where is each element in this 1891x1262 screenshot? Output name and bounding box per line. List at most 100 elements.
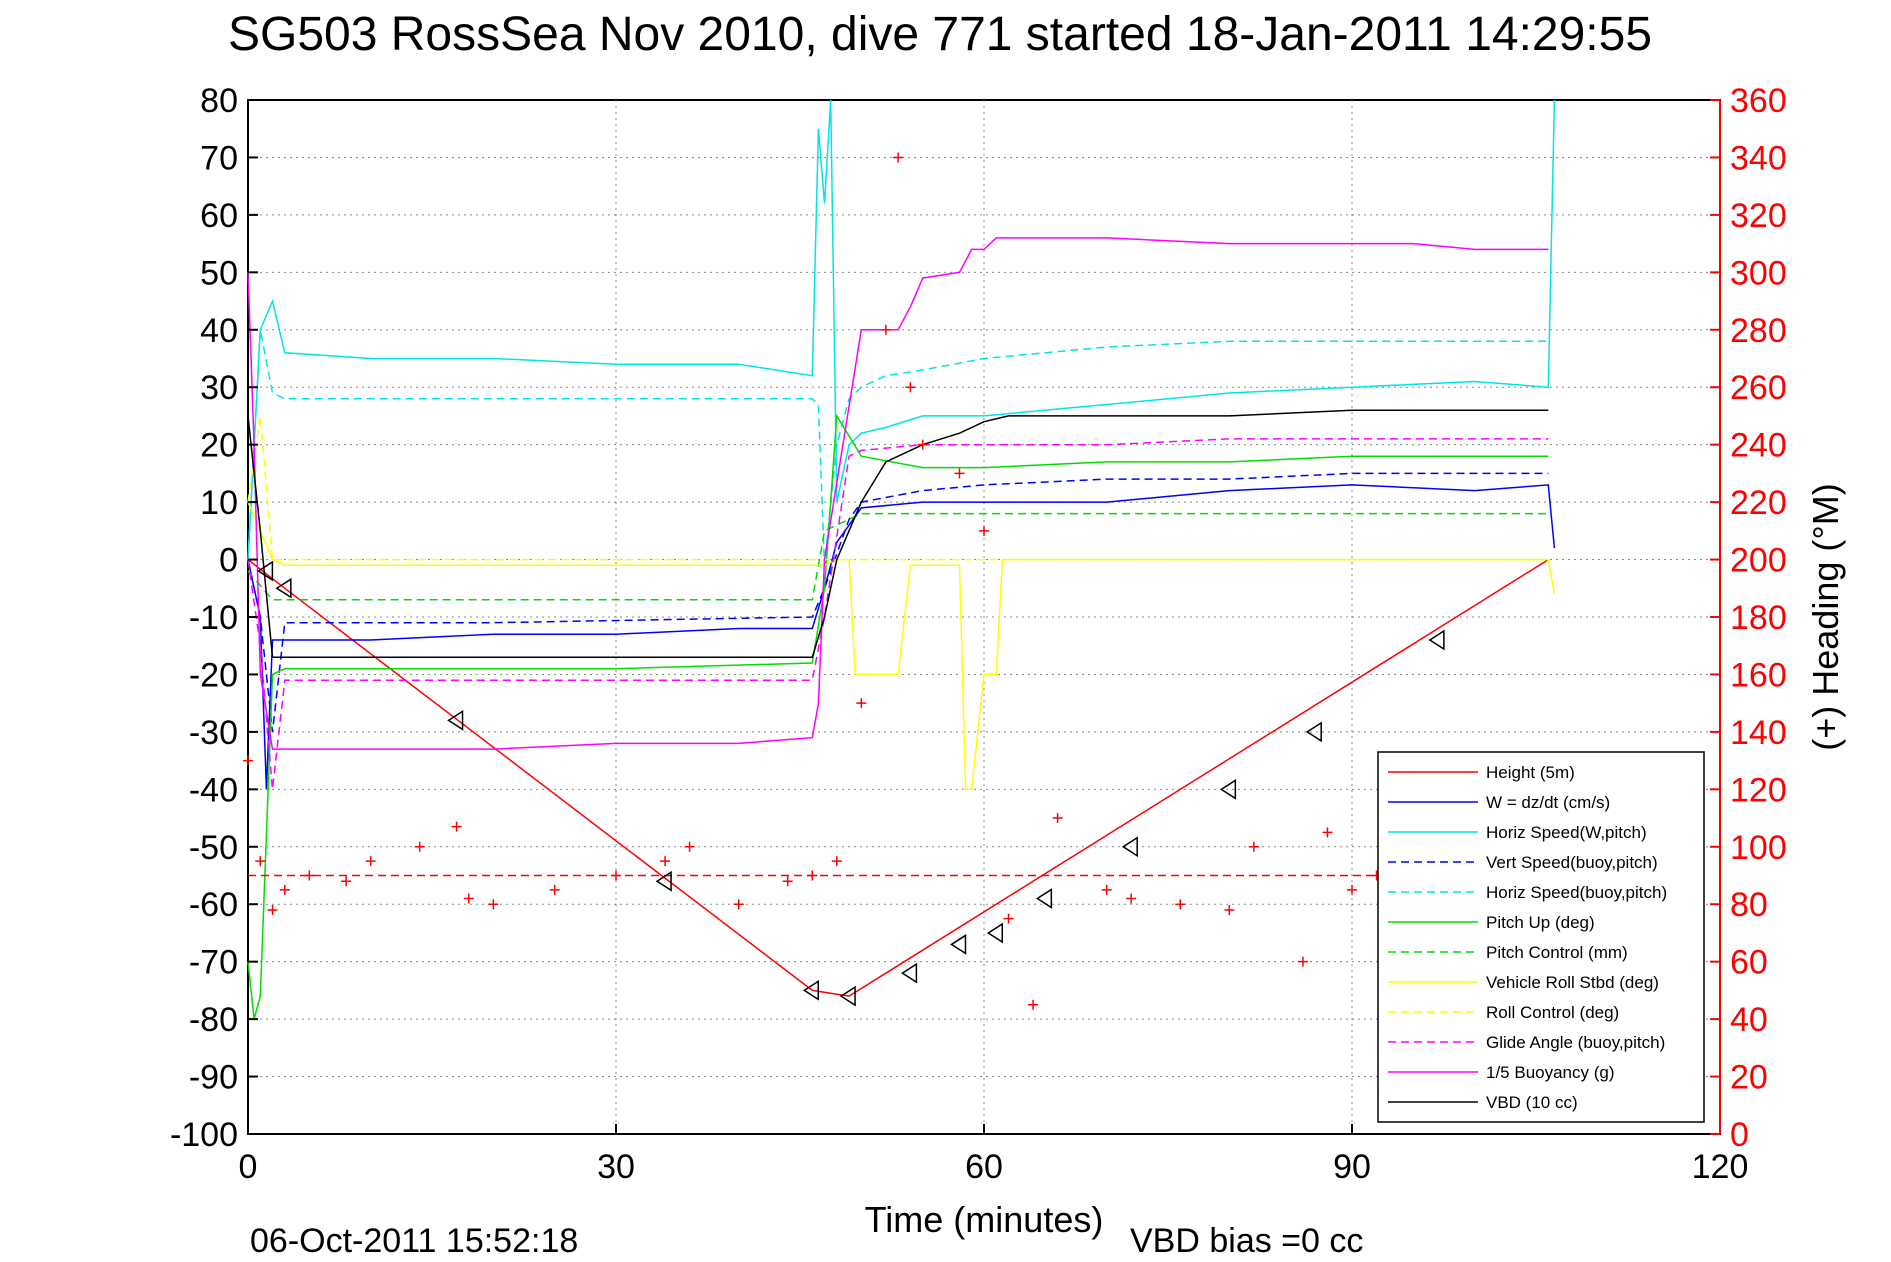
heading-marker (365, 856, 376, 867)
series-pitch-control-mm (247, 512, 1549, 601)
heading-marker (451, 821, 462, 832)
x-tick-label: 30 (597, 1148, 635, 1186)
x-tick-label: 60 (965, 1148, 1003, 1186)
heading-marker (893, 152, 904, 163)
heading-marker (917, 439, 928, 450)
legend-label: Horiz Speed(W,pitch) (1486, 823, 1647, 842)
footer-vbd-bias: VBD bias =0 cc (1130, 1222, 1363, 1260)
legend-label: Horiz Speed(buoy,pitch) (1486, 883, 1667, 902)
legend-label: W = dz/dt (cm/s) (1486, 793, 1610, 812)
turn-marker (986, 922, 1004, 944)
y2-tick-label: 360 (1730, 82, 1787, 120)
y-tick-label: -50 (189, 829, 238, 867)
heading-marker (267, 904, 278, 915)
heading-marker (1175, 899, 1186, 910)
legend-label: 1/5 Buoyancy (g) (1486, 1063, 1615, 1082)
legend-label: VBD (10 cc) (1486, 1093, 1578, 1112)
heading-marker (880, 324, 891, 335)
turn-marker (839, 985, 856, 1007)
turn-marker (950, 934, 967, 955)
turn-marker (447, 710, 464, 731)
y2-tick-label: 80 (1730, 886, 1768, 924)
series-horiz-speed-buoy-pitch (247, 329, 1549, 566)
y-tick-label: 0 (219, 542, 238, 580)
turn-marker (1035, 888, 1053, 909)
heading-marker (1297, 956, 1308, 967)
y-tick-label: 40 (200, 312, 238, 350)
y-tick-label: 30 (200, 369, 238, 407)
turn-marker (1305, 721, 1322, 743)
heading-marker (1052, 813, 1063, 824)
y-tick-label: -30 (189, 714, 238, 752)
heading-marker (255, 856, 266, 867)
heading-marker (279, 884, 290, 895)
series-pitch-up-deg (247, 413, 1549, 1020)
heading-marker (1003, 913, 1014, 924)
y2-tick-label: 220 (1730, 484, 1787, 522)
heading-marker (1028, 999, 1039, 1010)
legend-label: Glide Angle (buoy,pitch) (1486, 1033, 1665, 1052)
legend-label: Vert Speed(buoy,pitch) (1486, 853, 1658, 872)
y-tick-label: -20 (189, 656, 238, 694)
y2-tick-label: 200 (1730, 542, 1787, 580)
heading-marker (1248, 841, 1259, 852)
series-w-dz-dt-cm-s (247, 484, 1556, 790)
grid-lines (248, 100, 1720, 1134)
heading-marker (1126, 893, 1137, 904)
heading-marker (549, 884, 560, 895)
legend-label: Pitch Up (deg) (1486, 913, 1595, 932)
heading-marker (905, 382, 916, 393)
y2-tick-label: 0 (1730, 1116, 1749, 1154)
heading-marker (243, 755, 253, 766)
heading-marker (733, 899, 744, 910)
y2-tick-label: 300 (1730, 254, 1787, 292)
y2-axis-label: (+) Heading (°M) (1805, 483, 1846, 750)
y2-tick-label: 280 (1730, 312, 1787, 350)
heading-marker (1224, 904, 1235, 915)
legend-label: Roll Control (deg) (1486, 1003, 1619, 1022)
heading-marker (1347, 884, 1357, 895)
turn-marker (1428, 629, 1445, 651)
y-tick-label: 20 (200, 427, 238, 465)
series-roll-control-deg (247, 415, 1549, 561)
x-tick-label: 120 (1692, 1148, 1749, 1186)
series-turn-markers (257, 560, 1445, 1007)
heading-marker (341, 876, 352, 887)
y-tick-label: -60 (189, 886, 238, 924)
heading-marker (684, 841, 695, 852)
y-tick-label: 10 (200, 484, 238, 522)
y2-tick-label: 140 (1730, 714, 1787, 752)
footer-timestamp: 06-Oct-2011 15:52:18 (250, 1222, 578, 1260)
turn-marker (1219, 778, 1237, 800)
heading-marker (831, 856, 842, 867)
heading-marker (1101, 884, 1112, 895)
heading-marker (1322, 827, 1333, 838)
turn-marker (802, 980, 820, 1001)
legend-label: Vehicle Roll Stbd (deg) (1486, 973, 1659, 992)
turn-marker (275, 577, 292, 599)
y2-tick-label: 60 (1730, 944, 1768, 982)
heading-marker (856, 698, 867, 709)
y2-tick-label: 320 (1730, 197, 1787, 235)
series-vert-speed-buoy-pitch (247, 472, 1549, 732)
y2-tick-label: 160 (1730, 656, 1787, 694)
y2-tick-label: 260 (1730, 369, 1787, 407)
series-horiz-speed-w-pitch (247, 99, 1556, 560)
heading-marker (660, 856, 671, 867)
y-tick-label: -80 (189, 1001, 238, 1039)
chart-title: SG503 RossSea Nov 2010, dive 771 started… (228, 8, 1652, 61)
y-tick-label: -40 (189, 771, 238, 809)
series-vbd-10-cc (247, 409, 1549, 658)
turn-marker (1121, 836, 1138, 858)
y2-tick-label: 120 (1730, 771, 1787, 809)
x-axis-label: Time (minutes) (865, 1199, 1104, 1240)
turn-marker (655, 870, 672, 892)
y-tick-label: -100 (170, 1116, 238, 1154)
legend: Height (5m) W = dz/dt (cm/s) Horiz Speed(W… (1377, 751, 1705, 1123)
turn-marker (901, 962, 918, 984)
legend-label: Pitch Control (mm) (1486, 943, 1628, 962)
y-tick-label: 50 (200, 254, 238, 292)
turn-marker (257, 560, 274, 582)
series-glide-angle-buoy-pitch (247, 438, 1549, 790)
